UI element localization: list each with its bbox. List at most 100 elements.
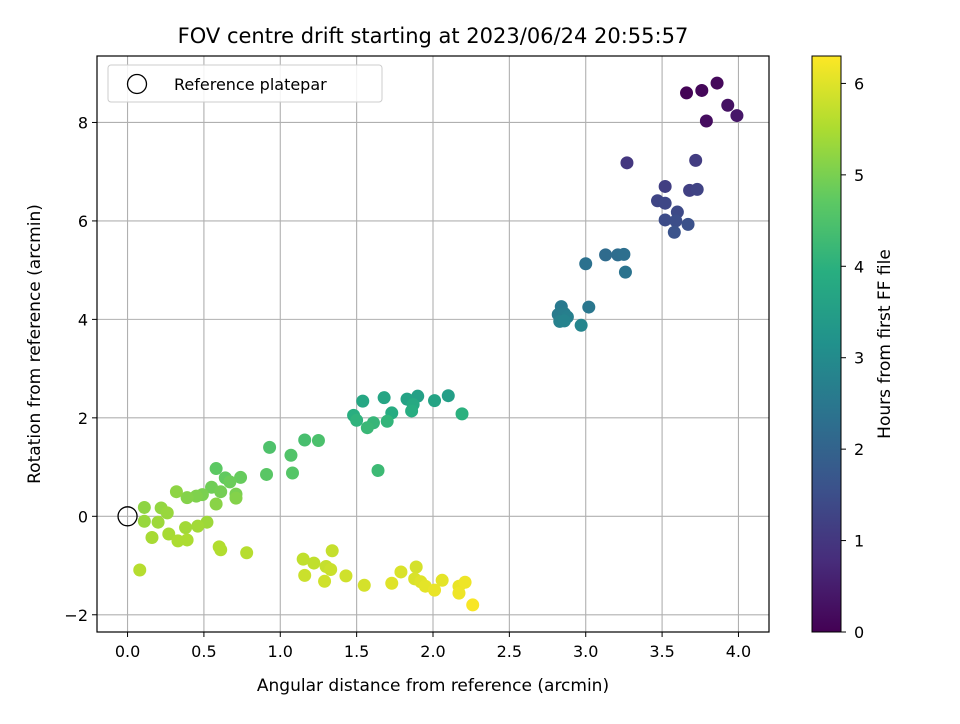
data-point: [260, 467, 274, 481]
y-tick-label: 0: [78, 507, 88, 526]
x-tick-label: 0.5: [191, 642, 216, 661]
y-tick-label: 6: [78, 212, 88, 231]
data-point: [599, 248, 613, 262]
data-point: [394, 565, 408, 579]
data-point: [339, 569, 353, 583]
x-tick-label: 2.0: [420, 642, 445, 661]
x-axis-ticks: 0.0 0.5 1.0 1.5 2.0 2.5 3.0 3.5 4.0: [115, 632, 751, 661]
data-point: [730, 109, 744, 123]
data-points: [133, 76, 744, 612]
data-point: [296, 552, 310, 566]
data-point: [318, 574, 332, 588]
colorbar-tick-label: 5: [854, 166, 864, 185]
data-point: [360, 421, 374, 435]
y-axis-label: Rotation from reference (arcmin): [25, 204, 45, 484]
data-point: [179, 521, 193, 535]
data-point: [380, 414, 394, 428]
data-point: [452, 586, 466, 600]
data-point: [409, 560, 423, 574]
data-point: [298, 433, 312, 447]
colorbar-tick-label: 0: [854, 623, 864, 642]
legend-box: [107, 64, 383, 103]
data-point: [162, 527, 176, 541]
data-point: [557, 314, 571, 328]
data-point: [441, 389, 455, 403]
data-point: [658, 179, 672, 193]
x-tick-label: 3.0: [573, 642, 598, 661]
data-point: [617, 247, 631, 261]
data-point: [214, 543, 228, 557]
data-point: [699, 114, 713, 128]
data-point: [357, 578, 371, 592]
data-point: [428, 583, 442, 597]
colorbar-tick-label: 2: [854, 440, 864, 459]
data-point: [690, 182, 704, 196]
data-point: [667, 225, 681, 239]
grid-lines: [97, 56, 769, 632]
y-tick-label: 4: [78, 310, 88, 329]
data-point: [229, 491, 243, 505]
data-point: [385, 576, 399, 590]
data-point: [191, 519, 205, 533]
data-point: [137, 514, 151, 528]
x-tick-label: 3.5: [649, 642, 674, 661]
x-tick-label: 2.5: [497, 642, 522, 661]
data-point: [180, 491, 194, 505]
data-point: [689, 153, 703, 167]
data-point: [209, 462, 223, 476]
x-tick-label: 1.0: [268, 642, 293, 661]
data-point: [223, 475, 237, 489]
data-point: [214, 485, 228, 499]
data-point: [356, 394, 370, 408]
data-point: [428, 394, 442, 408]
data-point: [371, 464, 385, 478]
data-point: [311, 433, 325, 447]
data-point: [658, 196, 672, 210]
data-point: [137, 500, 151, 514]
x-tick-label: 1.5: [344, 642, 369, 661]
x-axis-label: Angular distance from reference (arcmin): [257, 676, 609, 696]
legend: Reference platepar: [107, 64, 383, 103]
legend-marker: [126, 73, 148, 95]
reference-platepar-marker: [117, 506, 138, 527]
data-point: [579, 257, 593, 271]
data-point: [350, 413, 364, 427]
data-point: [209, 497, 223, 511]
data-point: [582, 300, 596, 314]
data-point: [681, 217, 695, 231]
data-point: [180, 533, 194, 547]
data-point: [669, 214, 683, 228]
data-point: [324, 562, 338, 576]
data-point: [298, 568, 312, 582]
data-point: [169, 485, 183, 499]
x-tick-label: 4.0: [726, 642, 751, 661]
y-tick-label: −2: [64, 606, 88, 625]
data-point: [680, 86, 694, 100]
y-axis-ticks: −2 0 2 4 6 8: [64, 113, 97, 625]
x-tick-label: 0.0: [115, 642, 140, 661]
data-point: [263, 440, 277, 454]
data-point: [285, 466, 299, 480]
colorbar: 0 1 2 3 4 5 6 Hours from first FF file: [811, 55, 895, 642]
data-point: [234, 470, 248, 484]
data-point: [455, 407, 469, 421]
colorbar-ticks: 0 1 2 3 4 5 6: [841, 74, 864, 642]
data-point: [325, 544, 339, 558]
data-point: [160, 506, 174, 520]
colorbar-tick-label: 3: [854, 349, 864, 368]
data-point: [284, 448, 298, 462]
y-tick-label: 2: [78, 409, 88, 428]
data-point: [466, 598, 480, 612]
colorbar-tick-label: 1: [854, 532, 864, 551]
legend-entry-reference-platepar: Reference platepar: [174, 75, 327, 94]
data-point: [133, 563, 147, 577]
data-point: [405, 404, 419, 418]
data-point: [695, 83, 709, 97]
data-point: [151, 515, 165, 529]
data-point: [377, 391, 391, 405]
data-point: [710, 76, 724, 90]
chart-title: FOV centre drift starting at 2023/06/24 …: [178, 24, 689, 48]
data-point: [620, 156, 634, 170]
y-tick-label: 8: [78, 113, 88, 132]
